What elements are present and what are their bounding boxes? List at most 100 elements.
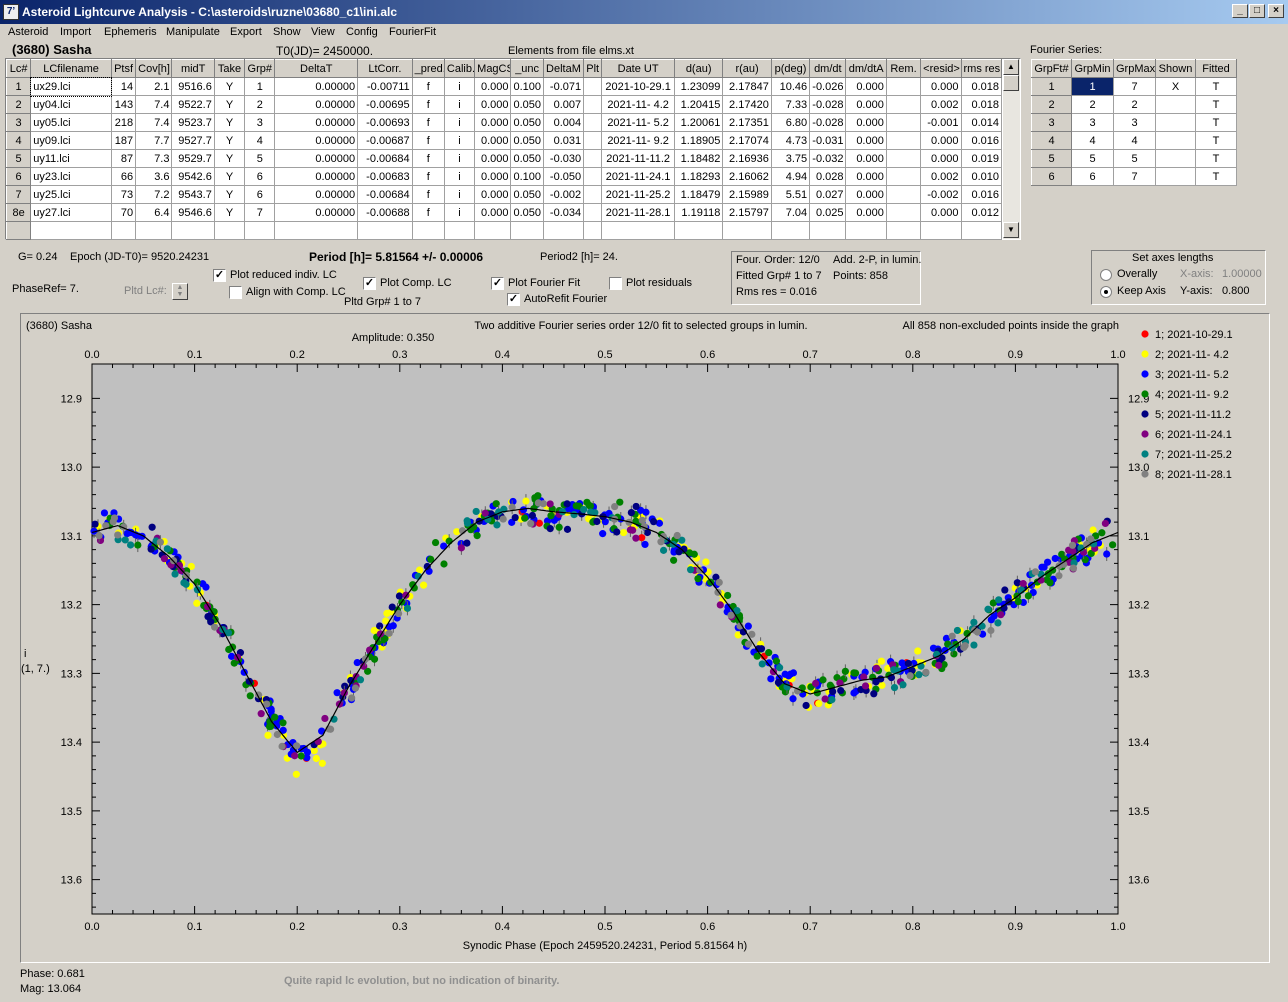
lc-col-header[interactable]: r(au) <box>722 59 772 78</box>
lc-row-number[interactable]: 1 <box>5 77 32 96</box>
lc-cell[interactable]: 0.100 <box>510 77 544 96</box>
lc-col-header[interactable]: Take <box>213 59 246 78</box>
lc-cell[interactable]: i <box>443 77 476 96</box>
fourier-col-header[interactable]: GrpFt# <box>1031 59 1072 78</box>
lc-cell[interactable] <box>885 185 922 204</box>
lc-cell[interactable]: i <box>443 95 476 114</box>
lc-cell[interactable]: -0.00695 <box>357 95 413 114</box>
lc-cell[interactable] <box>920 221 962 240</box>
lc-cell[interactable] <box>583 167 603 186</box>
lc-cell[interactable]: 7.3 <box>135 149 173 168</box>
lc-cell[interactable]: i <box>443 203 476 222</box>
lc-cell[interactable]: 0.050 <box>510 185 544 204</box>
plot-comp-checkbox[interactable]: ✓ <box>363 277 376 290</box>
lc-cell[interactable]: 73 <box>110 185 137 204</box>
fourier-cell[interactable] <box>1155 95 1196 114</box>
lc-cell[interactable]: 0.00000 <box>274 167 359 186</box>
lc-cell[interactable]: f <box>411 167 445 186</box>
lc-cell[interactable]: 0.000 <box>845 113 887 132</box>
lc-row-number[interactable]: 3 <box>5 113 32 132</box>
lc-cell[interactable]: 0.00000 <box>274 77 359 96</box>
lc-cell[interactable]: 0.000 <box>920 149 962 168</box>
lc-cell[interactable] <box>583 185 603 204</box>
lc-cell[interactable] <box>583 221 603 240</box>
lc-cell[interactable]: -0.00693 <box>357 113 413 132</box>
menu-config[interactable]: Config <box>346 26 378 38</box>
lc-cell[interactable] <box>510 221 544 240</box>
lc-cell[interactable]: 0.019 <box>960 149 1002 168</box>
lc-row-number[interactable]: 8e <box>5 203 32 222</box>
lc-cell[interactable] <box>474 221 512 240</box>
lc-col-header[interactable]: dm/dt <box>809 59 847 78</box>
lc-cell[interactable]: 6.4 <box>135 203 173 222</box>
lc-cell[interactable]: 0.000 <box>474 95 512 114</box>
fourier-cell[interactable] <box>1155 131 1196 150</box>
lc-col-header[interactable]: DeltaM <box>542 59 585 78</box>
fourier-cell[interactable]: T <box>1195 149 1237 168</box>
fourier-cell[interactable]: 6 <box>1071 167 1114 186</box>
fourier-cell[interactable]: 7 <box>1113 77 1156 96</box>
lc-cell[interactable]: 7.4 <box>135 113 173 132</box>
fourier-col-header[interactable]: GrpMin <box>1071 59 1114 78</box>
lc-cell[interactable]: i <box>443 131 476 150</box>
lc-cell[interactable]: 2.17351 <box>722 113 772 132</box>
lc-cell[interactable]: uy11.lci <box>30 149 112 168</box>
lc-cell[interactable]: 0.000 <box>474 131 512 150</box>
lc-cell[interactable]: 9542.6 <box>171 167 215 186</box>
lc-cell[interactable]: Y <box>213 149 246 168</box>
lc-cell[interactable]: 0.031 <box>542 131 585 150</box>
lc-cell[interactable]: f <box>411 149 445 168</box>
lc-table-row[interactable]: 2 uy04.lci 143 7.4 9522.7 Y 2 0.00000 -0.00695 f i… <box>5 95 1002 114</box>
lc-cell[interactable] <box>583 77 603 96</box>
lc-cell[interactable]: 0.00000 <box>274 113 359 132</box>
lc-cell[interactable]: 2021-11- 4.2 <box>601 95 675 114</box>
fourier-cell[interactable]: 3 <box>1113 113 1156 132</box>
lc-cell[interactable]: -0.00683 <box>357 167 413 186</box>
lc-col-header[interactable]: MagCS <box>474 59 512 78</box>
lc-cell[interactable]: 0.000 <box>845 203 887 222</box>
lc-table-row[interactable]: 3 uy05.lci 218 7.4 9523.7 Y 3 0.00000 -0.00693 f i… <box>5 113 1002 132</box>
lc-cell[interactable]: uy05.lci <box>30 113 112 132</box>
lc-cell[interactable]: f <box>411 77 445 96</box>
lc-cell[interactable]: 2021-11-11.2 <box>601 149 675 168</box>
lc-cell[interactable]: -0.028 <box>809 95 847 114</box>
lc-cell[interactable]: 70 <box>110 203 137 222</box>
lc-cell[interactable]: 0.050 <box>510 131 544 150</box>
lc-cell[interactable] <box>110 221 137 240</box>
lc-cell[interactable]: 7.2 <box>135 185 173 204</box>
lc-row-number[interactable]: 7 <box>5 185 32 204</box>
lc-cell[interactable]: 0.00000 <box>274 203 359 222</box>
lc-cell[interactable]: 1 <box>244 77 276 96</box>
lc-cell[interactable]: i <box>443 113 476 132</box>
lc-cell[interactable]: 0.050 <box>510 203 544 222</box>
menu-ephemeris[interactable]: Ephemeris <box>104 26 157 38</box>
lc-table-row[interactable]: 1 ux29.lci 14 2.1 9516.6 Y 1 0.00000 -0.00711 f i 0… <box>5 76 1002 97</box>
fourier-cell[interactable]: 5 <box>1071 149 1114 168</box>
lc-cell[interactable]: 9529.7 <box>171 149 215 168</box>
lc-col-header[interactable]: LtCorr. <box>357 59 413 78</box>
lc-cell[interactable]: 0.010 <box>960 167 1002 186</box>
lc-cell[interactable]: 0.016 <box>960 185 1002 204</box>
lc-cell[interactable]: 0.000 <box>845 185 887 204</box>
lc-cell[interactable]: 1.18482 <box>673 149 724 168</box>
lc-cell[interactable]: -0.032 <box>809 149 847 168</box>
lc-cell[interactable]: f <box>411 131 445 150</box>
lc-cell[interactable]: 0.028 <box>809 167 847 186</box>
lc-cell[interactable]: 14 <box>110 77 137 96</box>
lc-cell[interactable]: 1.19118 <box>673 203 724 222</box>
lc-cell[interactable] <box>135 221 173 240</box>
lc-cell[interactable]: 2.15797 <box>722 203 772 222</box>
lc-col-header[interactable]: Calib. <box>443 59 476 78</box>
menu-view[interactable]: View <box>311 26 335 38</box>
lc-cell[interactable]: 0.000 <box>845 149 887 168</box>
lc-cell[interactable]: 0.027 <box>809 185 847 204</box>
lc-cell[interactable] <box>885 77 922 96</box>
lc-cell[interactable]: -0.001 <box>920 113 962 132</box>
fourier-col-header[interactable]: GrpMax <box>1113 59 1156 78</box>
lc-cell[interactable]: 2.1 <box>135 77 173 96</box>
lc-col-header[interactable]: p(deg) <box>770 59 811 78</box>
lc-cell[interactable]: 2 <box>244 95 276 114</box>
lc-cell[interactable]: -0.050 <box>542 167 585 186</box>
lc-cell[interactable]: 3 <box>244 113 276 132</box>
menu-fourierfit[interactable]: FourierFit <box>389 26 437 38</box>
